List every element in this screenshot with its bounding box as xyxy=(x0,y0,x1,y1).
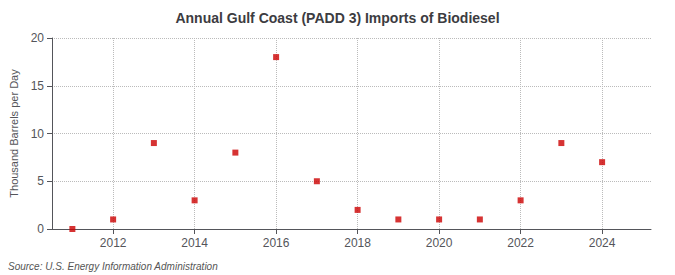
svg-text:5: 5 xyxy=(37,174,44,188)
svg-text:Annual Gulf Coast (PADD 3) Imp: Annual Gulf Coast (PADD 3) Imports of Bi… xyxy=(175,10,499,26)
svg-text:2022: 2022 xyxy=(507,236,534,250)
svg-text:2012: 2012 xyxy=(100,236,127,250)
svg-text:10: 10 xyxy=(31,127,45,141)
svg-text:20: 20 xyxy=(31,31,45,45)
svg-text:2020: 2020 xyxy=(426,236,453,250)
svg-text:2024: 2024 xyxy=(589,236,616,250)
svg-text:2014: 2014 xyxy=(181,236,208,250)
svg-text:2016: 2016 xyxy=(263,236,290,250)
svg-text:0: 0 xyxy=(37,222,44,236)
svg-text:Source: U.S. Energy Informatio: Source: U.S. Energy Information Administ… xyxy=(8,261,218,272)
svg-text:2018: 2018 xyxy=(344,236,371,250)
svg-text:Thousand Barrels per Day: Thousand Barrels per Day xyxy=(8,69,20,198)
svg-text:15: 15 xyxy=(31,79,45,93)
